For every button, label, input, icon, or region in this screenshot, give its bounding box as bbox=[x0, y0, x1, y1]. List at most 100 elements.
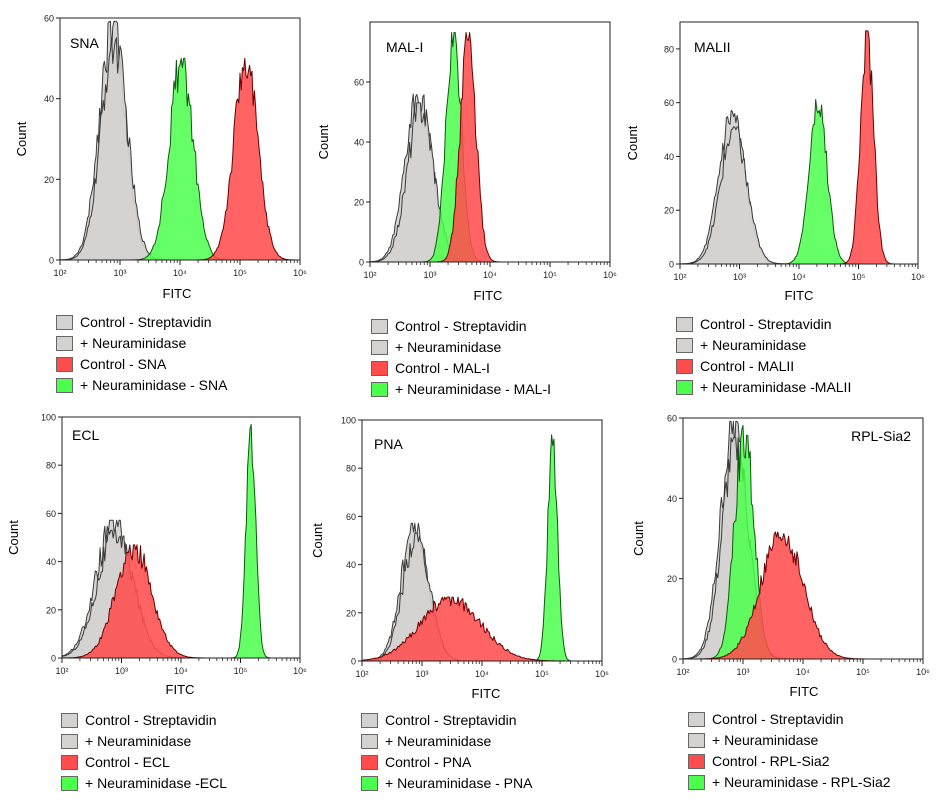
legend-entry: + Neuraminidase - SNA bbox=[56, 375, 227, 396]
y-tick-label: 20 bbox=[46, 605, 56, 615]
legend-ecl: Control - Streptavidin + Neuraminidase Con… bbox=[61, 710, 227, 794]
y-tick-label: 80 bbox=[346, 464, 356, 474]
legend-label: Control - ECL bbox=[85, 754, 170, 770]
y-tick-label: 60 bbox=[346, 512, 356, 522]
y-tick-label: 40 bbox=[667, 494, 677, 504]
legend-entry: + Neuraminidase - RPL-Sia2 bbox=[688, 772, 891, 793]
legend-entry: + Neuraminidase - PNA bbox=[361, 773, 532, 794]
y-tick-label: 40 bbox=[346, 560, 356, 570]
legend-swatch bbox=[61, 755, 78, 770]
y-tick-label: 40 bbox=[44, 94, 54, 104]
legend-swatch bbox=[688, 754, 705, 769]
legend-entry: Control - Streptavidin bbox=[61, 710, 227, 731]
legend-swatch bbox=[56, 357, 73, 372]
legend-swatch bbox=[676, 317, 693, 332]
legend-swatch bbox=[676, 359, 693, 374]
legend-entry: Control - Streptavidin bbox=[56, 312, 227, 333]
legend-entry: + Neuraminidase bbox=[371, 337, 551, 358]
legend-entry: Control - PNA bbox=[361, 752, 532, 773]
legend-entry: Control - Streptavidin bbox=[676, 314, 851, 335]
panel-title: SNA bbox=[70, 35, 99, 51]
panel-title: MAL-I bbox=[386, 39, 423, 55]
y-tick-label: 60 bbox=[44, 14, 54, 24]
y-tick-label: 80 bbox=[46, 461, 56, 471]
legend-label: Control - RPL-Sia2 bbox=[712, 753, 830, 769]
x-tick-label: 10⁶ bbox=[293, 666, 307, 676]
x-tick-label: 10⁶ bbox=[916, 667, 930, 677]
x-tick-label: 10² bbox=[673, 272, 686, 282]
legend-entry: Control - SNA bbox=[56, 354, 227, 375]
x-axis-label: FITC bbox=[790, 684, 819, 699]
x-axis-label: FITC bbox=[474, 288, 503, 303]
legend-entry: + Neuraminidase -MALII bbox=[676, 377, 851, 398]
y-tick-label: 0 bbox=[51, 654, 56, 664]
legend-label: + Neuraminidase -MALII bbox=[700, 379, 852, 395]
x-tick-label: 10⁴ bbox=[475, 669, 489, 679]
y-axis-label: Count bbox=[6, 520, 21, 555]
legend-mal-i: Control - Streptavidin + Neuraminidase Con… bbox=[371, 316, 551, 400]
legend-label: + Neuraminidase bbox=[712, 732, 819, 748]
x-tick-label: 10⁵ bbox=[856, 667, 870, 677]
legend-entry: Control - RPL-Sia2 bbox=[688, 751, 891, 772]
legend-entry: + Neuraminidase bbox=[688, 730, 891, 751]
x-axis-label: FITC bbox=[166, 682, 195, 697]
y-tick-label: 20 bbox=[664, 206, 674, 216]
legend-swatch bbox=[361, 755, 378, 770]
legend-entry: Control - MALII bbox=[676, 356, 851, 377]
y-tick-label: 0 bbox=[49, 256, 54, 266]
legend-swatch bbox=[61, 713, 78, 728]
x-tick-label: 10⁴ bbox=[483, 270, 497, 280]
legend-swatch bbox=[676, 338, 693, 353]
panel-title: RPL-Sia2 bbox=[851, 428, 911, 444]
legend-swatch bbox=[56, 315, 73, 330]
y-tick-label: 80 bbox=[664, 44, 674, 54]
legend-label: Control - Streptavidin bbox=[85, 712, 217, 728]
legend-swatch bbox=[61, 734, 78, 749]
legend-swatch bbox=[688, 733, 705, 748]
legend-label: Control - MAL-I bbox=[395, 360, 490, 376]
legend-label: + Neuraminidase bbox=[395, 339, 502, 355]
x-tick-label: 10⁶ bbox=[911, 272, 925, 282]
legend-entry: Control - Streptavidin bbox=[361, 710, 532, 731]
x-tick-label: 10⁵ bbox=[535, 669, 549, 679]
x-tick-label: 10³ bbox=[733, 272, 746, 282]
legend-label: + Neuraminidase - MAL-I bbox=[395, 381, 552, 397]
y-tick-label: 60 bbox=[354, 78, 364, 88]
x-tick-label: 10⁴ bbox=[174, 666, 188, 676]
legend-entry: + Neuraminidase - MAL-I bbox=[371, 379, 551, 400]
legend-swatch bbox=[688, 712, 705, 727]
x-tick-label: 10³ bbox=[415, 669, 428, 679]
x-tick-label: 10² bbox=[363, 270, 376, 280]
legend-label: Control - PNA bbox=[385, 754, 472, 770]
panel-pna: 10² 10³ 10⁴ 10⁵ 10⁶ 0 20 40 60 80 100 PNA FITC Count bbox=[310, 416, 609, 702]
y-tick-label: 20 bbox=[44, 175, 54, 185]
legend-label: + Neuraminidase bbox=[80, 335, 187, 351]
legend-swatch bbox=[61, 776, 78, 791]
x-axis-label: FITC bbox=[472, 686, 501, 701]
y-axis-label: Count bbox=[631, 521, 646, 556]
legend-entry: + Neuraminidase bbox=[676, 335, 851, 356]
legend-sna: Control - Streptavidin + Neuraminidase Con… bbox=[56, 312, 227, 396]
panel-mal-i: 10² 10³ 10⁴ 10⁵ 10⁶ 0 20 40 60 MAL-I FITC Count bbox=[316, 21, 617, 303]
x-tick-label: 10⁵ bbox=[234, 666, 248, 676]
x-tick-label: 10³ bbox=[113, 268, 126, 278]
legend-label: Control - Streptavidin bbox=[395, 318, 527, 334]
legend-label: Control - SNA bbox=[80, 356, 167, 372]
legend-label: + Neuraminidase bbox=[700, 337, 807, 353]
x-tick-label: 10⁴ bbox=[796, 667, 810, 677]
legend-label: Control - Streptavidin bbox=[712, 711, 844, 727]
legend-label: + Neuraminidase -ECL bbox=[85, 775, 228, 791]
panel-title: MALII bbox=[694, 39, 731, 55]
legend-entry: + Neuraminidase bbox=[361, 731, 532, 752]
x-tick-label: 10⁶ bbox=[293, 268, 307, 278]
x-tick-label: 10⁵ bbox=[852, 272, 866, 282]
legend-label: Control - MALII bbox=[700, 358, 795, 374]
legend-entry: + Neuraminidase bbox=[56, 333, 227, 354]
legend-label: + Neuraminidase - PNA bbox=[385, 775, 533, 791]
x-tick-label: 10⁴ bbox=[173, 268, 187, 278]
x-tick-label: 10³ bbox=[115, 666, 128, 676]
x-tick-label: 10³ bbox=[423, 270, 436, 280]
legend-entry: + Neuraminidase bbox=[61, 731, 227, 752]
